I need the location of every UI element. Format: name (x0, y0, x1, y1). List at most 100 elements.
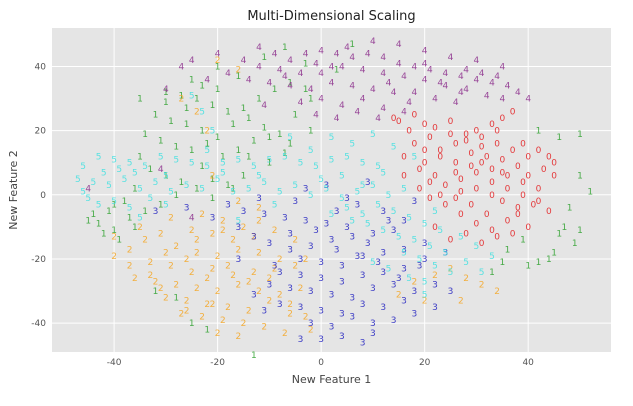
point-digit-1: 1 (189, 75, 195, 85)
point-digit-0: 0 (422, 159, 428, 169)
point-digit-3: 3 (298, 255, 304, 265)
point-digit-4: 4 (163, 85, 169, 95)
point-digit-0: 0 (525, 172, 531, 182)
point-digit-3: 3 (184, 204, 190, 214)
point-digit-2: 2 (210, 300, 216, 310)
point-digit-3: 3 (318, 335, 324, 345)
point-digit-5: 5 (173, 156, 179, 166)
point-digit-1: 1 (235, 72, 241, 82)
point-digit-1: 1 (210, 175, 216, 185)
point-digit-4: 4 (499, 62, 505, 72)
point-digit-2: 2 (158, 229, 164, 239)
point-digit-1: 1 (194, 95, 200, 105)
point-digit-3: 3 (380, 303, 386, 313)
point-digit-5: 5 (204, 146, 210, 156)
point-digit-0: 0 (536, 197, 542, 207)
point-digit-2: 2 (158, 284, 164, 294)
point-digit-1: 1 (111, 226, 117, 236)
point-digit-3: 3 (256, 194, 262, 204)
point-digit-5: 5 (339, 194, 345, 204)
point-digit-4: 4 (360, 66, 366, 76)
point-digit-1: 1 (163, 172, 169, 182)
point-digit-5: 5 (101, 168, 107, 178)
point-digit-1: 1 (137, 152, 143, 162)
point-digit-2: 2 (111, 233, 117, 243)
point-digit-4: 4 (370, 37, 376, 47)
point-digit-5: 5 (189, 159, 195, 169)
point-digit-5: 5 (339, 172, 345, 182)
point-digit-0: 0 (505, 172, 511, 182)
point-digit-0: 0 (427, 194, 433, 204)
point-digit-5: 5 (261, 178, 267, 188)
point-digit-3: 3 (292, 197, 298, 207)
point-digit-3: 3 (370, 329, 376, 339)
point-digit-4: 4 (256, 62, 262, 72)
point-digit-3: 3 (380, 268, 386, 278)
point-digit-4: 4 (437, 79, 443, 89)
point-digit-4: 4 (370, 85, 376, 95)
point-digit-4: 4 (272, 50, 278, 60)
point-digit-4: 4 (401, 107, 407, 117)
point-digit-5: 5 (422, 290, 428, 300)
point-digit-3: 3 (375, 258, 381, 268)
point-digit-0: 0 (489, 178, 495, 188)
point-digit-2: 2 (494, 287, 500, 297)
point-digit-5: 5 (380, 226, 386, 236)
point-digit-1: 1 (246, 114, 252, 124)
point-digit-4: 4 (344, 43, 350, 53)
point-digit-5: 5 (344, 204, 350, 214)
point-digit-2: 2 (308, 326, 314, 336)
point-digit-4: 4 (365, 50, 371, 60)
point-digit-0: 0 (432, 223, 438, 233)
point-digit-3: 3 (153, 207, 159, 217)
point-digit-5: 5 (489, 252, 495, 262)
point-digit-2: 2 (241, 223, 247, 233)
point-digit-2: 2 (179, 310, 185, 320)
point-digit-3: 3 (287, 284, 293, 294)
point-digit-1: 1 (282, 149, 288, 159)
point-digit-4: 4 (380, 53, 386, 63)
point-digit-1: 1 (241, 172, 247, 182)
point-digit-4: 4 (411, 88, 417, 98)
point-digit-2: 2 (261, 322, 267, 332)
point-digit-4: 4 (329, 62, 335, 72)
point-digit-1: 1 (536, 258, 542, 268)
point-digit-4: 4 (448, 53, 454, 63)
point-digit-4: 4 (277, 66, 283, 76)
point-digit-4: 4 (313, 111, 319, 121)
point-digit-4: 4 (474, 56, 480, 66)
point-digit-0: 0 (489, 191, 495, 201)
point-digit-3: 3 (401, 265, 407, 275)
point-digit-4: 4 (298, 69, 304, 79)
point-digit-0: 0 (453, 159, 459, 169)
point-digit-3: 3 (339, 261, 345, 271)
point-digit-5: 5 (256, 172, 262, 182)
point-digit-5: 5 (168, 188, 174, 198)
point-digit-2: 2 (463, 274, 469, 284)
point-digit-3: 3 (344, 194, 350, 204)
point-digit-4: 4 (463, 66, 469, 76)
point-digit-4: 4 (499, 95, 505, 105)
point-digit-0: 0 (458, 210, 464, 220)
point-digit-2: 2 (184, 306, 190, 316)
point-digit-0: 0 (499, 114, 505, 124)
point-digit-4: 4 (411, 62, 417, 72)
point-digit-5: 5 (220, 159, 226, 169)
point-digit-3: 3 (380, 249, 386, 259)
point-digit-5: 5 (370, 130, 376, 140)
point-digit-5: 5 (349, 139, 355, 149)
point-digit-0: 0 (406, 127, 412, 137)
point-digit-2: 2 (163, 293, 169, 303)
point-digit-0: 0 (458, 188, 464, 198)
point-digit-0: 0 (484, 210, 490, 220)
point-digit-1: 1 (520, 236, 526, 246)
point-digit-2: 2 (204, 300, 210, 310)
point-digit-1: 1 (96, 220, 102, 230)
point-digit-5: 5 (267, 156, 273, 166)
point-digit-3: 3 (235, 223, 241, 233)
point-digit-5: 5 (210, 127, 216, 137)
point-digit-4: 4 (386, 79, 392, 89)
point-digit-5: 5 (370, 181, 376, 191)
point-digit-0: 0 (468, 162, 474, 172)
